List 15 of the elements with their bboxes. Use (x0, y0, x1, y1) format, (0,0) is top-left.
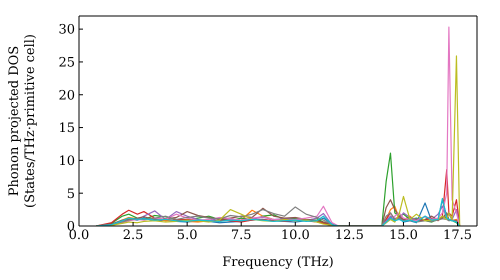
x-tick-label: 17.5 (443, 228, 472, 244)
y-tick-label: 15 (58, 121, 75, 136)
y-axis-title: Phonon projected DOS (States/THz·primitive cell) (7, 34, 38, 208)
x-tick-label: 7.5 (230, 228, 252, 244)
y-tick-label: 10 (58, 154, 75, 169)
x-tick-label: 15.0 (388, 228, 418, 244)
y-tick-label: 30 (58, 22, 75, 38)
y-tick-label: 5 (66, 186, 75, 202)
x-tick-label: 10.0 (280, 228, 310, 244)
y-tick-label: 20 (58, 88, 75, 104)
x-tick-label: 12.5 (334, 228, 364, 244)
x-tick-label: 2.5 (122, 228, 144, 244)
x-tick-label: 5.0 (176, 228, 198, 244)
x-axis-title: Frequency (THz) (222, 255, 334, 270)
y-tick-label: 25 (58, 56, 75, 71)
